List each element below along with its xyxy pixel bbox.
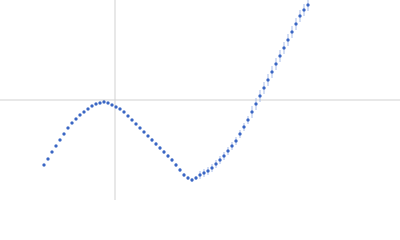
point [150,138,154,142]
point [106,101,110,105]
point [166,154,170,158]
point [250,110,254,114]
point [294,22,298,26]
point [42,163,46,167]
point [266,78,270,82]
point [262,86,266,90]
point [226,149,230,153]
point [58,138,62,142]
point [74,117,78,121]
point [62,132,66,136]
point [278,54,282,58]
point [178,168,182,172]
point [162,150,166,154]
point [174,163,178,167]
point [86,107,90,111]
point [242,125,246,129]
point [78,113,82,117]
point [70,121,74,125]
point [302,8,306,12]
point [298,14,302,18]
point [158,146,162,150]
point [218,158,222,162]
point [206,169,210,173]
point [186,176,190,180]
point [198,173,202,177]
point [126,114,130,118]
point [238,132,242,136]
point [94,102,98,106]
point [90,104,94,108]
point [102,100,106,104]
point [122,110,126,114]
point [274,62,278,66]
point [210,166,214,170]
point [190,178,194,182]
point [142,130,146,134]
point [270,70,274,74]
point [202,171,206,175]
point [50,150,54,154]
point [234,139,238,143]
point [230,144,234,148]
point [258,94,262,98]
point [146,134,150,138]
point [194,176,198,180]
point [254,102,258,106]
point [286,38,290,42]
point [110,103,114,107]
point [138,126,142,130]
point [214,162,218,166]
point [282,46,286,50]
point [98,101,102,105]
point [170,158,174,162]
point [182,173,186,177]
point [246,118,250,122]
point [222,154,226,158]
point [54,144,58,148]
point [66,126,70,130]
point [114,105,118,109]
point [134,122,138,126]
point [290,30,294,34]
point [130,118,134,122]
point [118,107,122,111]
chart [0,0,400,200]
point [154,142,158,146]
point [82,110,86,114]
point [46,157,50,161]
point [306,3,310,7]
